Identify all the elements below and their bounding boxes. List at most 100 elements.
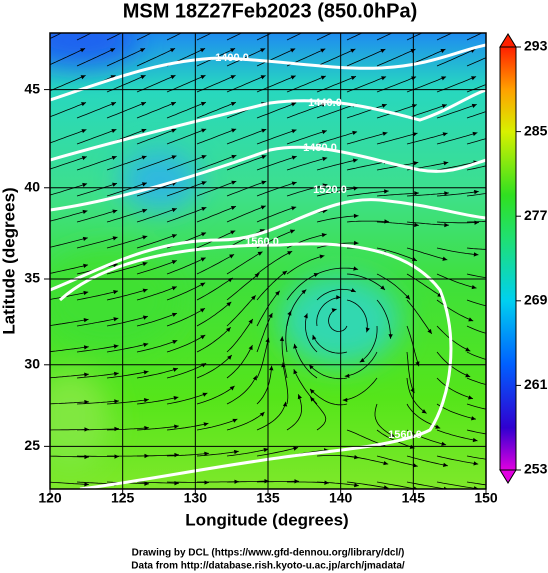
streamline [226, 180, 267, 197]
stream-arrow [263, 447, 269, 453]
streamline [316, 159, 358, 171]
streamline [106, 315, 149, 327]
streamline [256, 155, 297, 171]
streamline [50, 210, 88, 222]
streamline [346, 104, 387, 119]
stream-arrow [380, 48, 386, 53]
stream-arrow [230, 48, 236, 53]
stream-arrow [171, 234, 177, 239]
streamline [466, 247, 486, 250]
streamline [466, 481, 486, 486]
stream-arrow [388, 334, 393, 339]
stream-arrow [264, 479, 269, 484]
streamline [436, 247, 479, 256]
streamline [50, 48, 86, 66]
streamline [106, 33, 123, 41]
stream-arrow [259, 229, 265, 234]
stream-arrow [81, 129, 87, 134]
streamline [342, 377, 378, 401]
stream-arrow [200, 48, 206, 53]
streamline [50, 481, 89, 485]
streamline [256, 250, 293, 275]
streamline [136, 481, 179, 484]
stream-arrow [350, 22, 355, 26]
stream-arrow [331, 308, 337, 313]
streamline [256, 312, 273, 353]
stream-arrow [472, 131, 478, 137]
streamline [316, 215, 359, 223]
stream-arrow [113, 290, 119, 295]
stream-arrow [321, 232, 327, 238]
streamline [76, 317, 119, 327]
stream-arrow [229, 385, 235, 391]
streamline [50, 401, 89, 405]
streamline [106, 371, 149, 379]
streamline [196, 205, 237, 223]
stream-arrow [226, 301, 232, 307]
streamline [436, 273, 477, 289]
stream-arrow [233, 449, 239, 455]
stream-arrow [321, 102, 327, 107]
stream-arrow [291, 155, 297, 160]
streamline [166, 128, 207, 145]
streamline [50, 33, 63, 39]
stream-arrow [405, 294, 411, 300]
streamline [76, 428, 120, 431]
streamline [406, 377, 427, 414]
streamline [436, 33, 453, 41]
streamline [76, 48, 116, 67]
stream-arrow [353, 240, 359, 246]
streamline [359, 325, 378, 363]
streamline [227, 480, 270, 483]
stream-arrow [230, 205, 236, 211]
colorbar-tick-label: 253 [524, 461, 548, 477]
streamline [166, 307, 206, 327]
stream-arrow [440, 22, 445, 26]
streamline [312, 334, 348, 354]
stream-arrow [444, 191, 449, 196]
streamline [196, 33, 213, 41]
colorbar-tick-label: 293 [524, 38, 548, 54]
streamline [316, 267, 359, 275]
streamline [50, 129, 87, 144]
streamline [466, 273, 486, 279]
stream-arrow [350, 48, 356, 53]
stream-arrow [473, 461, 479, 466]
stream-arrow [82, 182, 88, 188]
streamline [76, 129, 117, 145]
stream-arrow [111, 102, 116, 107]
streamline [76, 345, 119, 353]
stream-arrow [504, 485, 509, 489]
stream-arrow [359, 357, 365, 363]
stream-arrow [468, 395, 473, 400]
stream-arrow [290, 48, 296, 53]
stream-arrow [141, 182, 147, 187]
streamline [196, 301, 232, 327]
stream-arrow [442, 132, 448, 137]
stream-arrow [251, 295, 256, 301]
y-tick-label: 45 [24, 80, 40, 96]
streamline [106, 262, 148, 275]
streamline [304, 313, 318, 353]
streamline [282, 362, 289, 405]
streamline [136, 155, 177, 171]
stream-arrow [174, 452, 179, 458]
streamline [294, 343, 318, 379]
stream-arrow [112, 209, 118, 214]
streamline [346, 220, 390, 223]
stream-arrow [441, 104, 447, 109]
stream-arrow [142, 235, 148, 240]
stream-arrow [468, 317, 474, 322]
streamline [406, 221, 449, 226]
streamline [376, 48, 416, 67]
streamline [76, 372, 119, 379]
streamline [256, 33, 273, 41]
stream-arrow [441, 76, 447, 81]
axes: 120 125 130 135 140 145 150 25 30 35 40 45 [24, 80, 497, 505]
x-tick-label: 145 [402, 490, 426, 506]
stream-arrow [171, 312, 177, 317]
stream-arrow [389, 432, 395, 437]
streamline [376, 221, 419, 226]
streamline [309, 388, 348, 406]
